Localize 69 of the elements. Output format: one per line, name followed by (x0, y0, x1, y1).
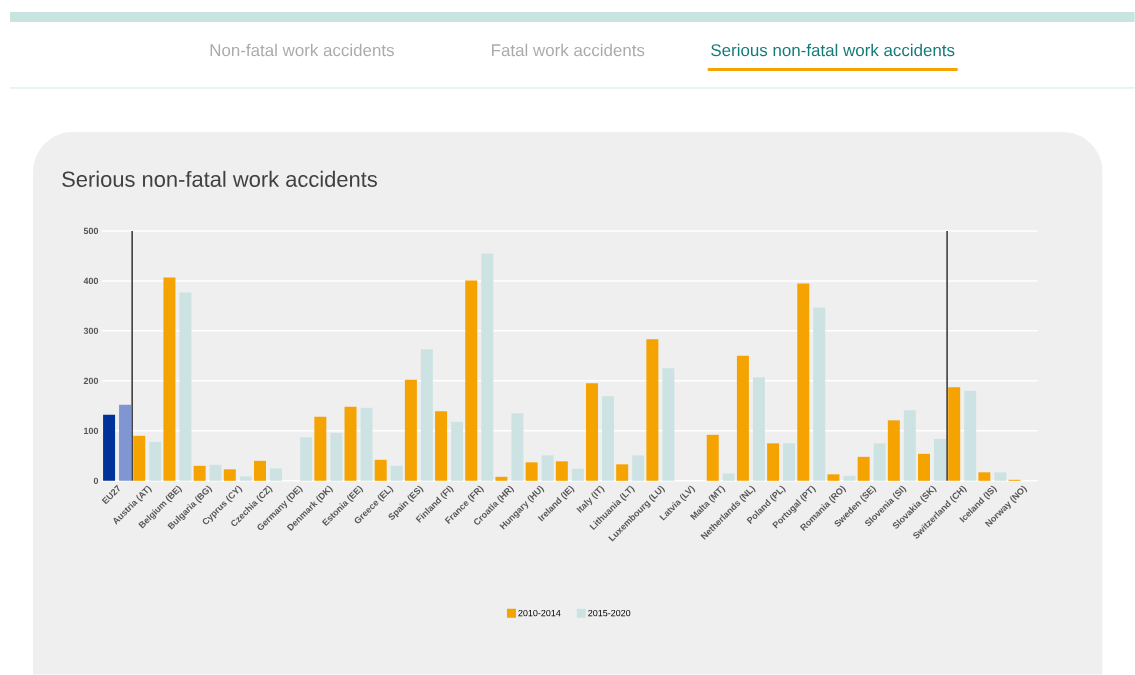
chart-title: Serious non-fatal work accidents (62, 171, 377, 188)
bar (481, 253, 494, 481)
bar (797, 283, 810, 481)
bar (269, 468, 282, 481)
bar (390, 465, 403, 481)
bar (404, 379, 417, 481)
bar (736, 355, 749, 481)
bar (133, 435, 146, 481)
bar (253, 460, 266, 481)
y-tick-label: 500 (83, 227, 99, 235)
text: Non-fatal work accidents (210, 43, 394, 57)
bar (119, 404, 132, 481)
bar (495, 476, 508, 481)
bar (435, 411, 448, 481)
bar (344, 406, 357, 481)
bar (994, 472, 1007, 481)
bar (827, 474, 840, 481)
bar (525, 462, 538, 481)
bar (555, 461, 568, 481)
bar (873, 443, 886, 481)
bar (103, 414, 116, 481)
bar (662, 368, 675, 481)
bar (843, 475, 856, 481)
bar (964, 390, 977, 481)
bar (511, 413, 524, 481)
bar (571, 468, 584, 481)
bar (616, 464, 629, 481)
bar (918, 453, 931, 481)
bar (646, 339, 659, 481)
bar (300, 437, 313, 481)
y-tick-label: 200 (83, 377, 99, 385)
text: Serious non-fatal work accidents (711, 43, 955, 57)
bar (706, 434, 719, 481)
bar (767, 443, 780, 481)
bar (223, 469, 236, 481)
y-tick-label: 400 (83, 277, 99, 285)
bar (360, 407, 373, 481)
bar (632, 455, 645, 481)
y-tick-label: 300 (83, 327, 99, 335)
legend-label: 2010-2014 (518, 610, 561, 617)
bar (948, 387, 961, 481)
bar (149, 441, 162, 481)
bar (934, 438, 946, 481)
bar (783, 443, 796, 481)
bar (330, 432, 343, 481)
bar (163, 277, 176, 481)
legend-label: 2015-2020 (588, 610, 631, 617)
bar (752, 377, 765, 481)
bar (239, 476, 252, 481)
bar (813, 307, 826, 481)
bar (541, 455, 554, 481)
bar (857, 456, 870, 481)
bar (887, 420, 900, 481)
text: Fatal work accidents (492, 43, 645, 57)
bar (903, 410, 916, 481)
y-tick-label: 0 (93, 477, 99, 485)
bar (209, 464, 222, 481)
bar (978, 472, 991, 481)
bar (451, 421, 464, 481)
bar (193, 465, 206, 481)
bar (179, 292, 192, 481)
bar (465, 280, 478, 481)
bar (374, 459, 387, 481)
bar (601, 396, 614, 481)
bar (586, 383, 598, 481)
bar (420, 349, 433, 481)
bar (314, 416, 327, 481)
y-tick-label: 100 (84, 427, 99, 435)
bar (722, 473, 735, 481)
